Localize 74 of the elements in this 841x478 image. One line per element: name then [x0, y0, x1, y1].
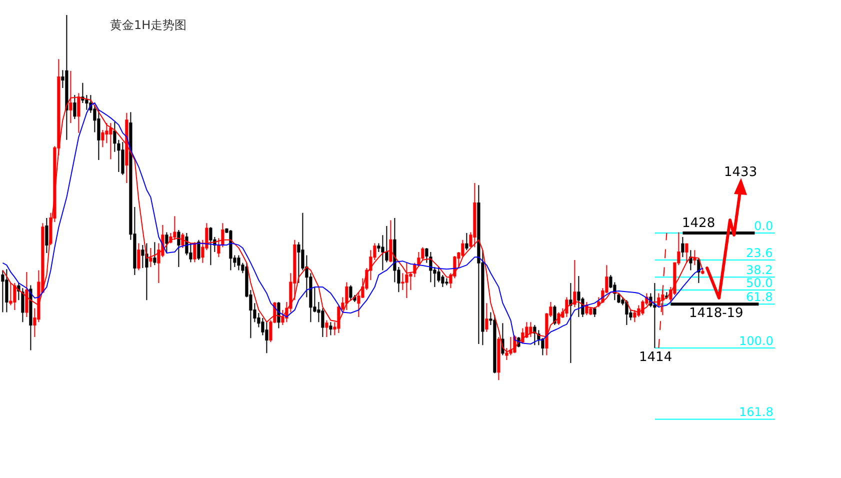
candlestick [177, 230, 180, 268]
candlestick [617, 292, 620, 304]
candlestick [565, 296, 568, 318]
candlestick [405, 262, 408, 298]
candlestick [389, 220, 392, 263]
candlestick [237, 254, 240, 271]
candlestick [325, 320, 328, 338]
candlestick [181, 232, 184, 248]
candlestick [573, 260, 576, 308]
candlestick [345, 282, 348, 311]
candlestick [121, 142, 124, 176]
annotation: 23.6 [746, 246, 773, 260]
annotation: 1433 [724, 165, 758, 180]
candlestick [45, 218, 48, 254]
candlestick [193, 242, 196, 263]
candlestick [477, 184, 480, 344]
candlestick [485, 302, 488, 332]
candlestick [229, 230, 232, 271]
candlestick [109, 122, 112, 160]
candlestick [265, 322, 268, 354]
annotation: 1428 [682, 216, 716, 231]
candlestick [125, 112, 128, 184]
candlestick [685, 242, 688, 264]
candlestick [593, 306, 596, 318]
candlestick [681, 236, 684, 258]
candlestick [693, 250, 696, 266]
candlestick [149, 247, 152, 268]
candlestick [493, 314, 496, 374]
candlestick [73, 94, 76, 120]
candlestick [165, 232, 168, 254]
annotation: 100.0 [739, 334, 774, 348]
annotation: 50.0 [746, 276, 773, 290]
candlestick [529, 322, 532, 338]
candlestick [65, 14, 68, 140]
annotation: 61.8 [746, 290, 773, 304]
candlestick [173, 216, 176, 240]
candlestick [525, 322, 528, 339]
candlestick [137, 242, 140, 271]
candlestick [13, 282, 16, 311]
candlestick [25, 272, 28, 318]
candlestick [689, 250, 692, 271]
annotation: 161.8 [739, 405, 774, 419]
candlestick [29, 284, 32, 351]
chart-title: 黄金1H走势图 [110, 18, 187, 32]
annotation: 1414 [639, 350, 672, 365]
candlestick [465, 232, 468, 251]
candlestick [5, 268, 8, 313]
candlestick [329, 322, 332, 336]
candlestick [585, 301, 588, 316]
candlestick [577, 276, 580, 318]
annotation: 1418-19 [689, 306, 744, 321]
candlestick [665, 292, 668, 300]
candlestick [429, 251, 432, 283]
candlestick [473, 182, 476, 248]
annotation: 38.2 [746, 263, 773, 277]
candlestick [533, 324, 536, 346]
candlestick [569, 282, 572, 364]
candlestick [1, 270, 4, 313]
annotation: 0.0 [754, 219, 774, 233]
candlestick [557, 312, 560, 326]
candlestick [437, 266, 440, 283]
candlestick [197, 239, 200, 260]
candlestick [145, 242, 148, 301]
candlestick [553, 304, 556, 326]
candlestick [9, 282, 12, 306]
candlestick [445, 278, 448, 286]
candlestick [417, 251, 420, 268]
candlestick [633, 310, 636, 323]
candlestick [625, 300, 628, 326]
candlestick [209, 226, 212, 266]
candlestick [653, 282, 656, 348]
candlestick [153, 242, 156, 266]
candlestick [97, 109, 100, 160]
candlestick [349, 284, 352, 301]
